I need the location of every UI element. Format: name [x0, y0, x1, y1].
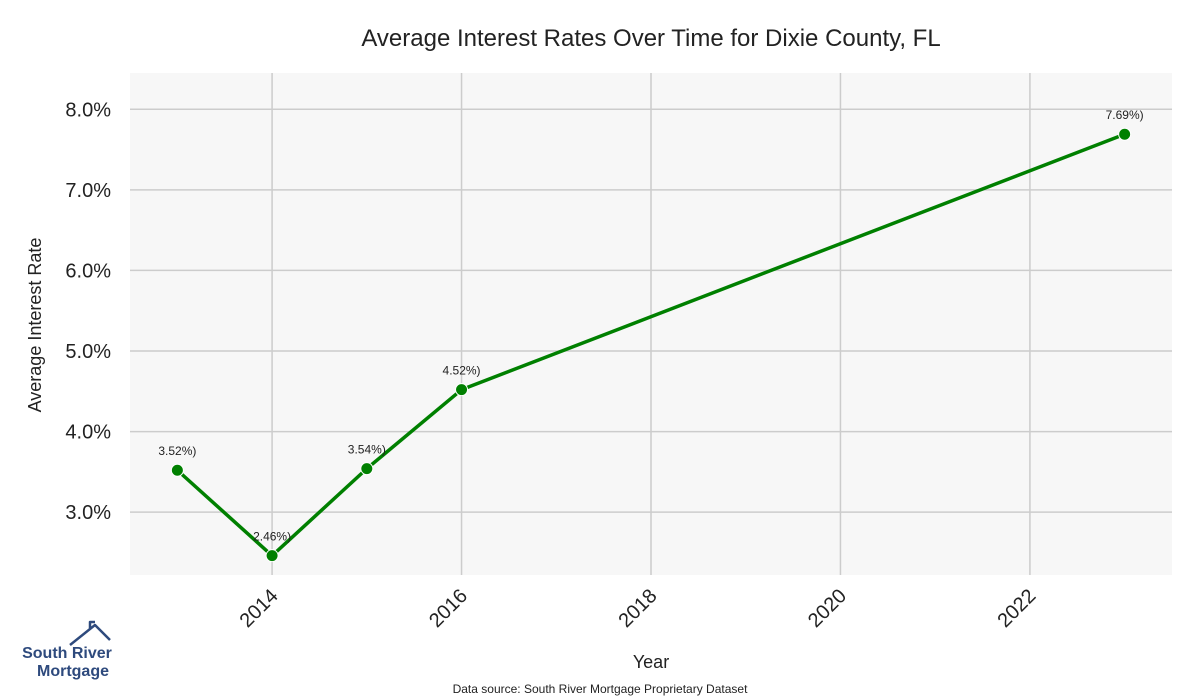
data-points — [170, 127, 1132, 563]
data-labels: 3.52%) 2.46%) 3.54%) 4.52%) 7.69%) — [158, 108, 1143, 543]
x-tick-label: 2018 — [615, 585, 662, 632]
data-point — [455, 383, 469, 397]
data-source-note: Data source: South River Mortgage Propri… — [453, 682, 748, 696]
x-tick-label: 2022 — [993, 585, 1040, 632]
data-point — [265, 549, 279, 563]
y-tick-label: 3.0% — [65, 502, 111, 524]
data-label: 4.52%) — [443, 364, 481, 378]
x-tick-label: 2014 — [236, 585, 283, 632]
y-tick-label: 6.0% — [65, 260, 111, 282]
logo-line-2: Mortgage — [37, 663, 109, 680]
y-axis-ticks: 3.0% 4.0% 5.0% 6.0% 7.0% 8.0% — [65, 99, 111, 524]
x-tick-label: 2016 — [425, 585, 472, 632]
data-label: 7.69%) — [1106, 108, 1144, 122]
x-axis-label: Year — [633, 652, 669, 672]
data-label: 2.46%) — [253, 530, 291, 544]
house-roof-icon — [69, 620, 111, 646]
data-point — [1118, 127, 1132, 141]
x-tick-label: 2020 — [804, 585, 851, 632]
chart-title: Average Interest Rates Over Time for Dix… — [361, 25, 940, 52]
data-point — [360, 462, 374, 476]
data-point — [170, 463, 184, 477]
y-tick-label: 7.0% — [65, 180, 111, 202]
x-axis-ticks: 2014 2016 2018 2020 2022 — [236, 585, 1041, 632]
grid-lines — [130, 73, 1172, 575]
y-tick-label: 4.0% — [65, 422, 111, 444]
data-label: 3.54%) — [348, 443, 386, 457]
logo-line-1: South River — [22, 645, 112, 662]
y-axis-label: Average Interest Rate — [25, 238, 45, 413]
company-logo: South River Mortgage — [22, 620, 112, 680]
y-tick-label: 5.0% — [65, 341, 111, 363]
data-label: 3.52%) — [158, 444, 196, 458]
y-tick-label: 8.0% — [65, 99, 111, 121]
